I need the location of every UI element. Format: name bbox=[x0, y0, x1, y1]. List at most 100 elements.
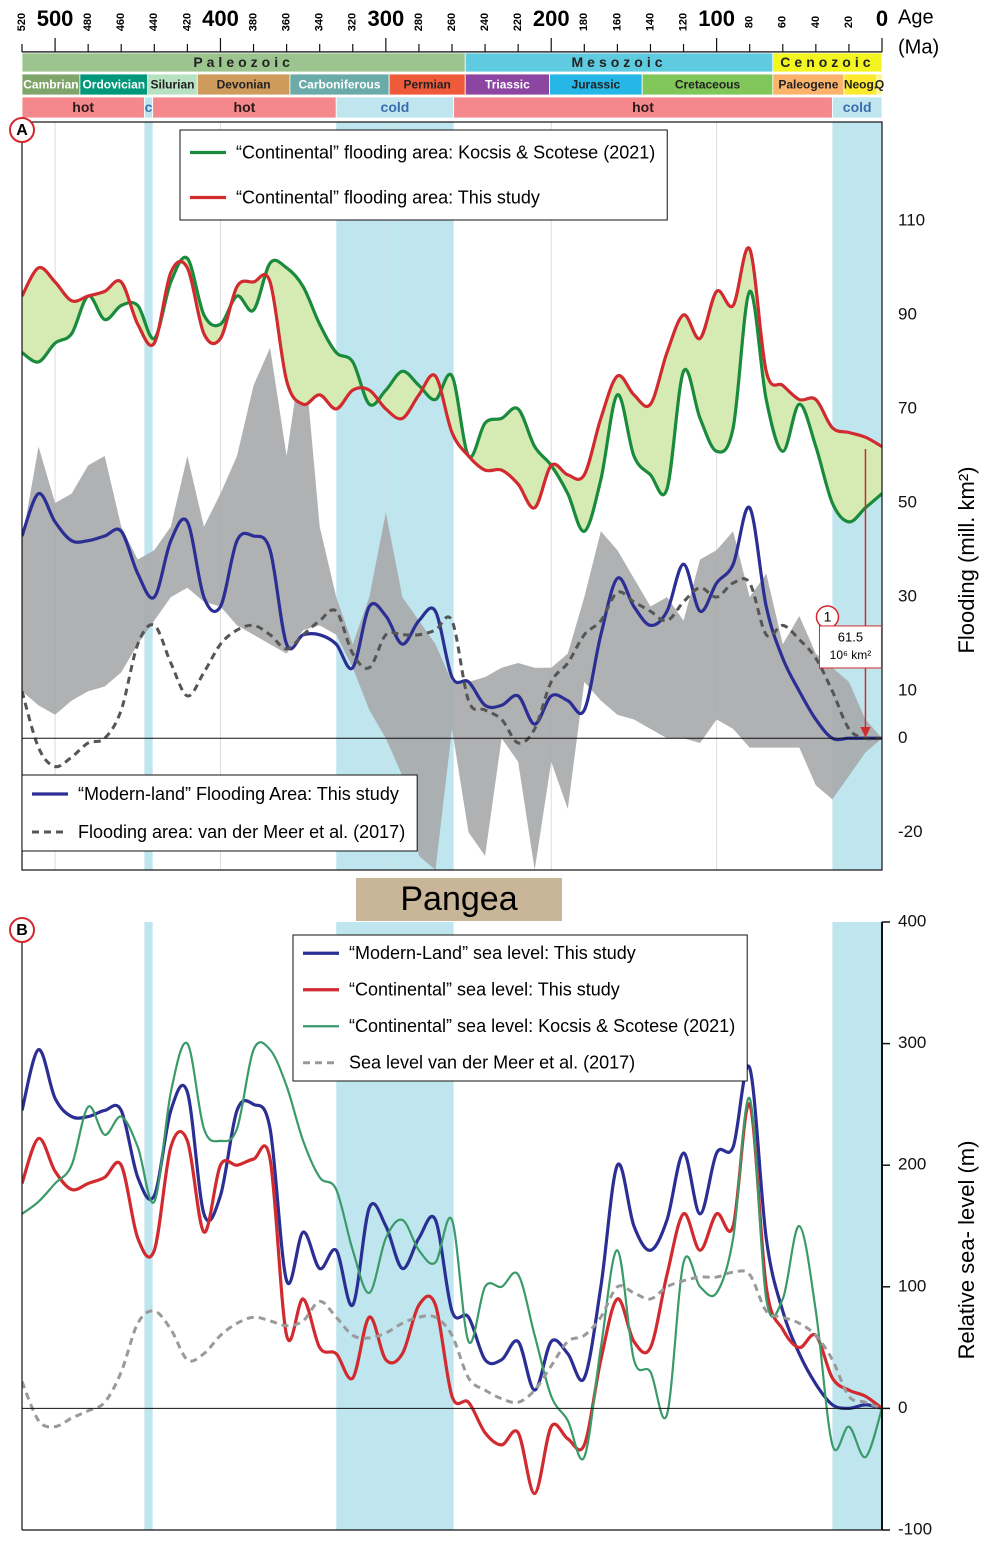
periods-label: Carboniferous bbox=[299, 78, 381, 92]
periods-label: Q bbox=[875, 78, 884, 92]
plot-frame bbox=[21, 121, 883, 871]
age-label: Age bbox=[898, 6, 934, 28]
y-axis-title: Flooding (mill. km²) bbox=[954, 466, 979, 653]
ruler-label: 80 bbox=[744, 16, 756, 28]
climate-label: cold bbox=[843, 99, 872, 115]
climate-box bbox=[831, 96, 883, 119]
ruler-label: 200 bbox=[533, 6, 570, 31]
series-line bbox=[22, 1041, 882, 1461]
ruler-label: 520 bbox=[16, 13, 28, 31]
ruler-label: 140 bbox=[644, 13, 656, 31]
periods-box bbox=[876, 73, 883, 96]
annotation-box bbox=[818, 625, 882, 669]
periods-label: Cambrian bbox=[23, 78, 78, 92]
y-tick-label: 0 bbox=[898, 1398, 907, 1417]
periods-label: Paleogene bbox=[778, 78, 838, 92]
ruler-label: 300 bbox=[367, 6, 404, 31]
climate-label: hot bbox=[234, 99, 256, 115]
ruler-label: 460 bbox=[115, 13, 127, 31]
ruler-label: 380 bbox=[247, 13, 259, 31]
periods-label: Triassic bbox=[485, 78, 530, 92]
legend-box bbox=[179, 129, 668, 221]
y-tick-label: 0 bbox=[898, 728, 907, 747]
ruler-label: 180 bbox=[578, 13, 590, 31]
ruler-label: 40 bbox=[810, 16, 822, 28]
annotation-marker: 1 bbox=[824, 609, 832, 625]
y-tick-label: 10 bbox=[898, 681, 917, 700]
periods-label: Cretaceous bbox=[675, 78, 741, 92]
legend-label: “Continental” sea level: This study bbox=[349, 980, 620, 1000]
series-line bbox=[22, 255, 882, 533]
y-tick-label: -20 bbox=[898, 822, 923, 841]
y-tick-label: -100 bbox=[898, 1519, 932, 1538]
series-line bbox=[22, 1048, 882, 1411]
ruler-label: 60 bbox=[777, 16, 789, 28]
annotation-unit: 10⁶ km² bbox=[830, 648, 872, 662]
legend-label: “Continental” flooding area: This study bbox=[236, 187, 540, 207]
y-tick-label: 70 bbox=[898, 398, 917, 417]
ruler-label: 100 bbox=[698, 6, 735, 31]
y-tick-label: 100 bbox=[898, 1276, 926, 1295]
panel-label: A bbox=[16, 122, 28, 139]
divider-box bbox=[356, 878, 562, 921]
eras-box bbox=[772, 52, 883, 73]
legend-label: Flooding area: van der Meer et al. (2017… bbox=[78, 822, 405, 842]
climate-label: hot bbox=[632, 99, 654, 115]
legend-box bbox=[21, 774, 418, 852]
periods-label: Neog. bbox=[844, 78, 877, 92]
cold-band bbox=[144, 922, 153, 1530]
legend-label: “Continental” sea level: Kocsis & Scotes… bbox=[349, 1016, 735, 1036]
divider-label: Pangea bbox=[400, 880, 517, 918]
y-tick-label: 90 bbox=[898, 304, 917, 323]
eras-label: Mesozoic bbox=[572, 54, 667, 70]
ruler-label: 0 bbox=[876, 6, 888, 31]
legend-label: “Modern-land” Flooding Area: This study bbox=[78, 784, 399, 804]
y-tick-label: 50 bbox=[898, 493, 917, 512]
legend-label: “Continental” flooding area: Kocsis & Sc… bbox=[236, 142, 655, 162]
ruler-label: 420 bbox=[181, 13, 193, 31]
ruler-label: 160 bbox=[611, 13, 623, 31]
y-axis-title: Relative sea- level (m) bbox=[954, 1141, 979, 1360]
eras-label: Cenozoic bbox=[780, 54, 874, 70]
y-tick-label: 300 bbox=[898, 1033, 926, 1052]
legend-box bbox=[292, 934, 748, 1082]
y-tick-label: 400 bbox=[898, 911, 926, 930]
ruler-label: 20 bbox=[843, 16, 855, 28]
ruler-label: 440 bbox=[148, 13, 160, 31]
series-line bbox=[22, 577, 882, 769]
series-line bbox=[22, 1269, 882, 1429]
y-tick-label: 30 bbox=[898, 587, 917, 606]
periods-label: Permian bbox=[404, 78, 451, 92]
eras-label: Paleozoic bbox=[193, 54, 294, 70]
series-line bbox=[22, 492, 882, 742]
climate-label: hot bbox=[72, 99, 94, 115]
periods-label: Jurassic bbox=[572, 78, 621, 92]
climate-label: c bbox=[145, 99, 153, 115]
ruler-label: 240 bbox=[479, 13, 491, 31]
fill-between bbox=[22, 247, 882, 532]
legend-label: Sea level van der Meer et al. (2017) bbox=[349, 1053, 635, 1073]
ruler-label: 340 bbox=[314, 13, 326, 31]
ruler-label: 320 bbox=[347, 13, 359, 31]
ruler-label: 400 bbox=[202, 6, 239, 31]
ruler-label: 360 bbox=[281, 13, 293, 31]
panel-badge bbox=[9, 117, 35, 143]
cold-band bbox=[144, 122, 153, 870]
periods-label: Ordovician bbox=[82, 78, 145, 92]
periods-label: Devonian bbox=[217, 78, 271, 92]
y-tick-label: 200 bbox=[898, 1155, 926, 1174]
series-line bbox=[22, 246, 882, 510]
ruler-label: 280 bbox=[413, 13, 425, 31]
y-tick-label: 110 bbox=[898, 210, 925, 229]
panel-badge bbox=[9, 917, 35, 943]
ruler-label: 480 bbox=[82, 13, 94, 31]
periods-label: Silurian bbox=[150, 78, 194, 92]
annotation-value: 61.5 bbox=[838, 629, 863, 644]
cold-band bbox=[832, 922, 882, 1530]
ruler-label: 120 bbox=[677, 13, 689, 31]
ruler-label: 220 bbox=[512, 13, 524, 31]
panel-label: B bbox=[16, 922, 28, 939]
ruler-label: 500 bbox=[37, 6, 74, 31]
age-unit: (Ma) bbox=[898, 36, 939, 58]
